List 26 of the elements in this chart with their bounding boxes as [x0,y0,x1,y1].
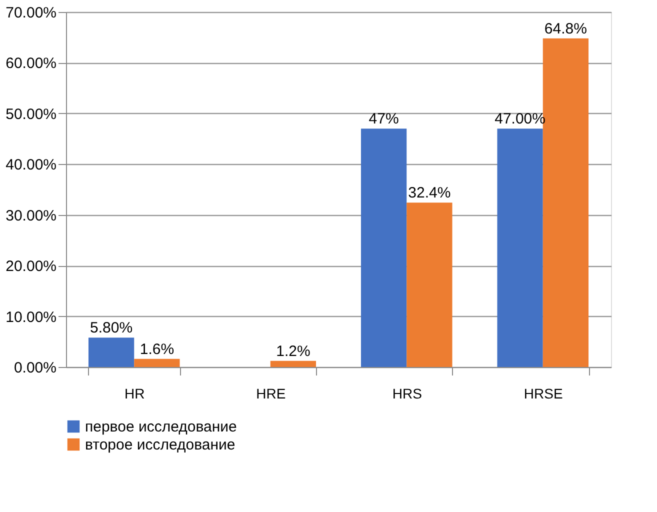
data-label: 32.4% [408,184,451,202]
bar [270,360,316,367]
y-tick-label: 50.00% [6,106,56,123]
legend-label: первое исследование [85,418,237,436]
bar [134,358,180,367]
x-tick-label: HR [124,386,145,402]
data-label: 1.6% [140,340,174,358]
y-tick-label: 20.00% [6,258,56,276]
legend-label: второе исследование [85,436,236,454]
x-tick-label: HRSE [524,386,563,402]
bar [360,128,407,367]
y-tick-label: 10.00% [6,308,56,326]
data-label: 5.80% [90,320,133,337]
x-tick-label: HRS [392,386,422,402]
data-label: 1.2% [276,342,310,360]
bar [88,338,134,367]
bar [406,202,452,367]
bar [497,128,543,367]
y-tick-label: 30.00% [6,207,56,224]
data-label: 47% [368,110,399,128]
y-tick-label: 70.00% [6,4,56,22]
y-tick-label: 0.00% [14,360,56,376]
data-label: 64.8% [544,20,587,38]
y-tick-label: 60.00% [6,55,56,72]
x-tick-label: HRE [256,386,286,402]
y-tick-label: 40.00% [6,156,56,174]
